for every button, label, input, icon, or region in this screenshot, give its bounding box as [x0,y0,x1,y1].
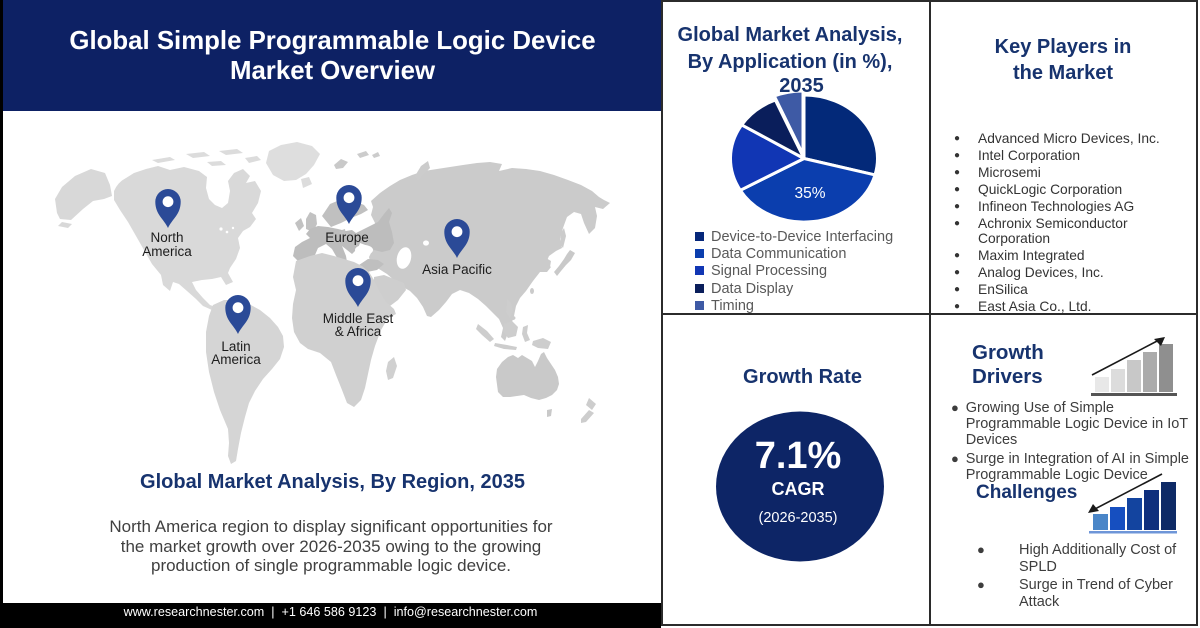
svg-text:7.1%: 7.1% [755,435,842,477]
svg-text:35%: 35% [794,185,825,202]
svg-text:CAGR: CAGR [772,479,825,499]
svg-text:(2026-2035): (2026-2035) [759,510,838,526]
